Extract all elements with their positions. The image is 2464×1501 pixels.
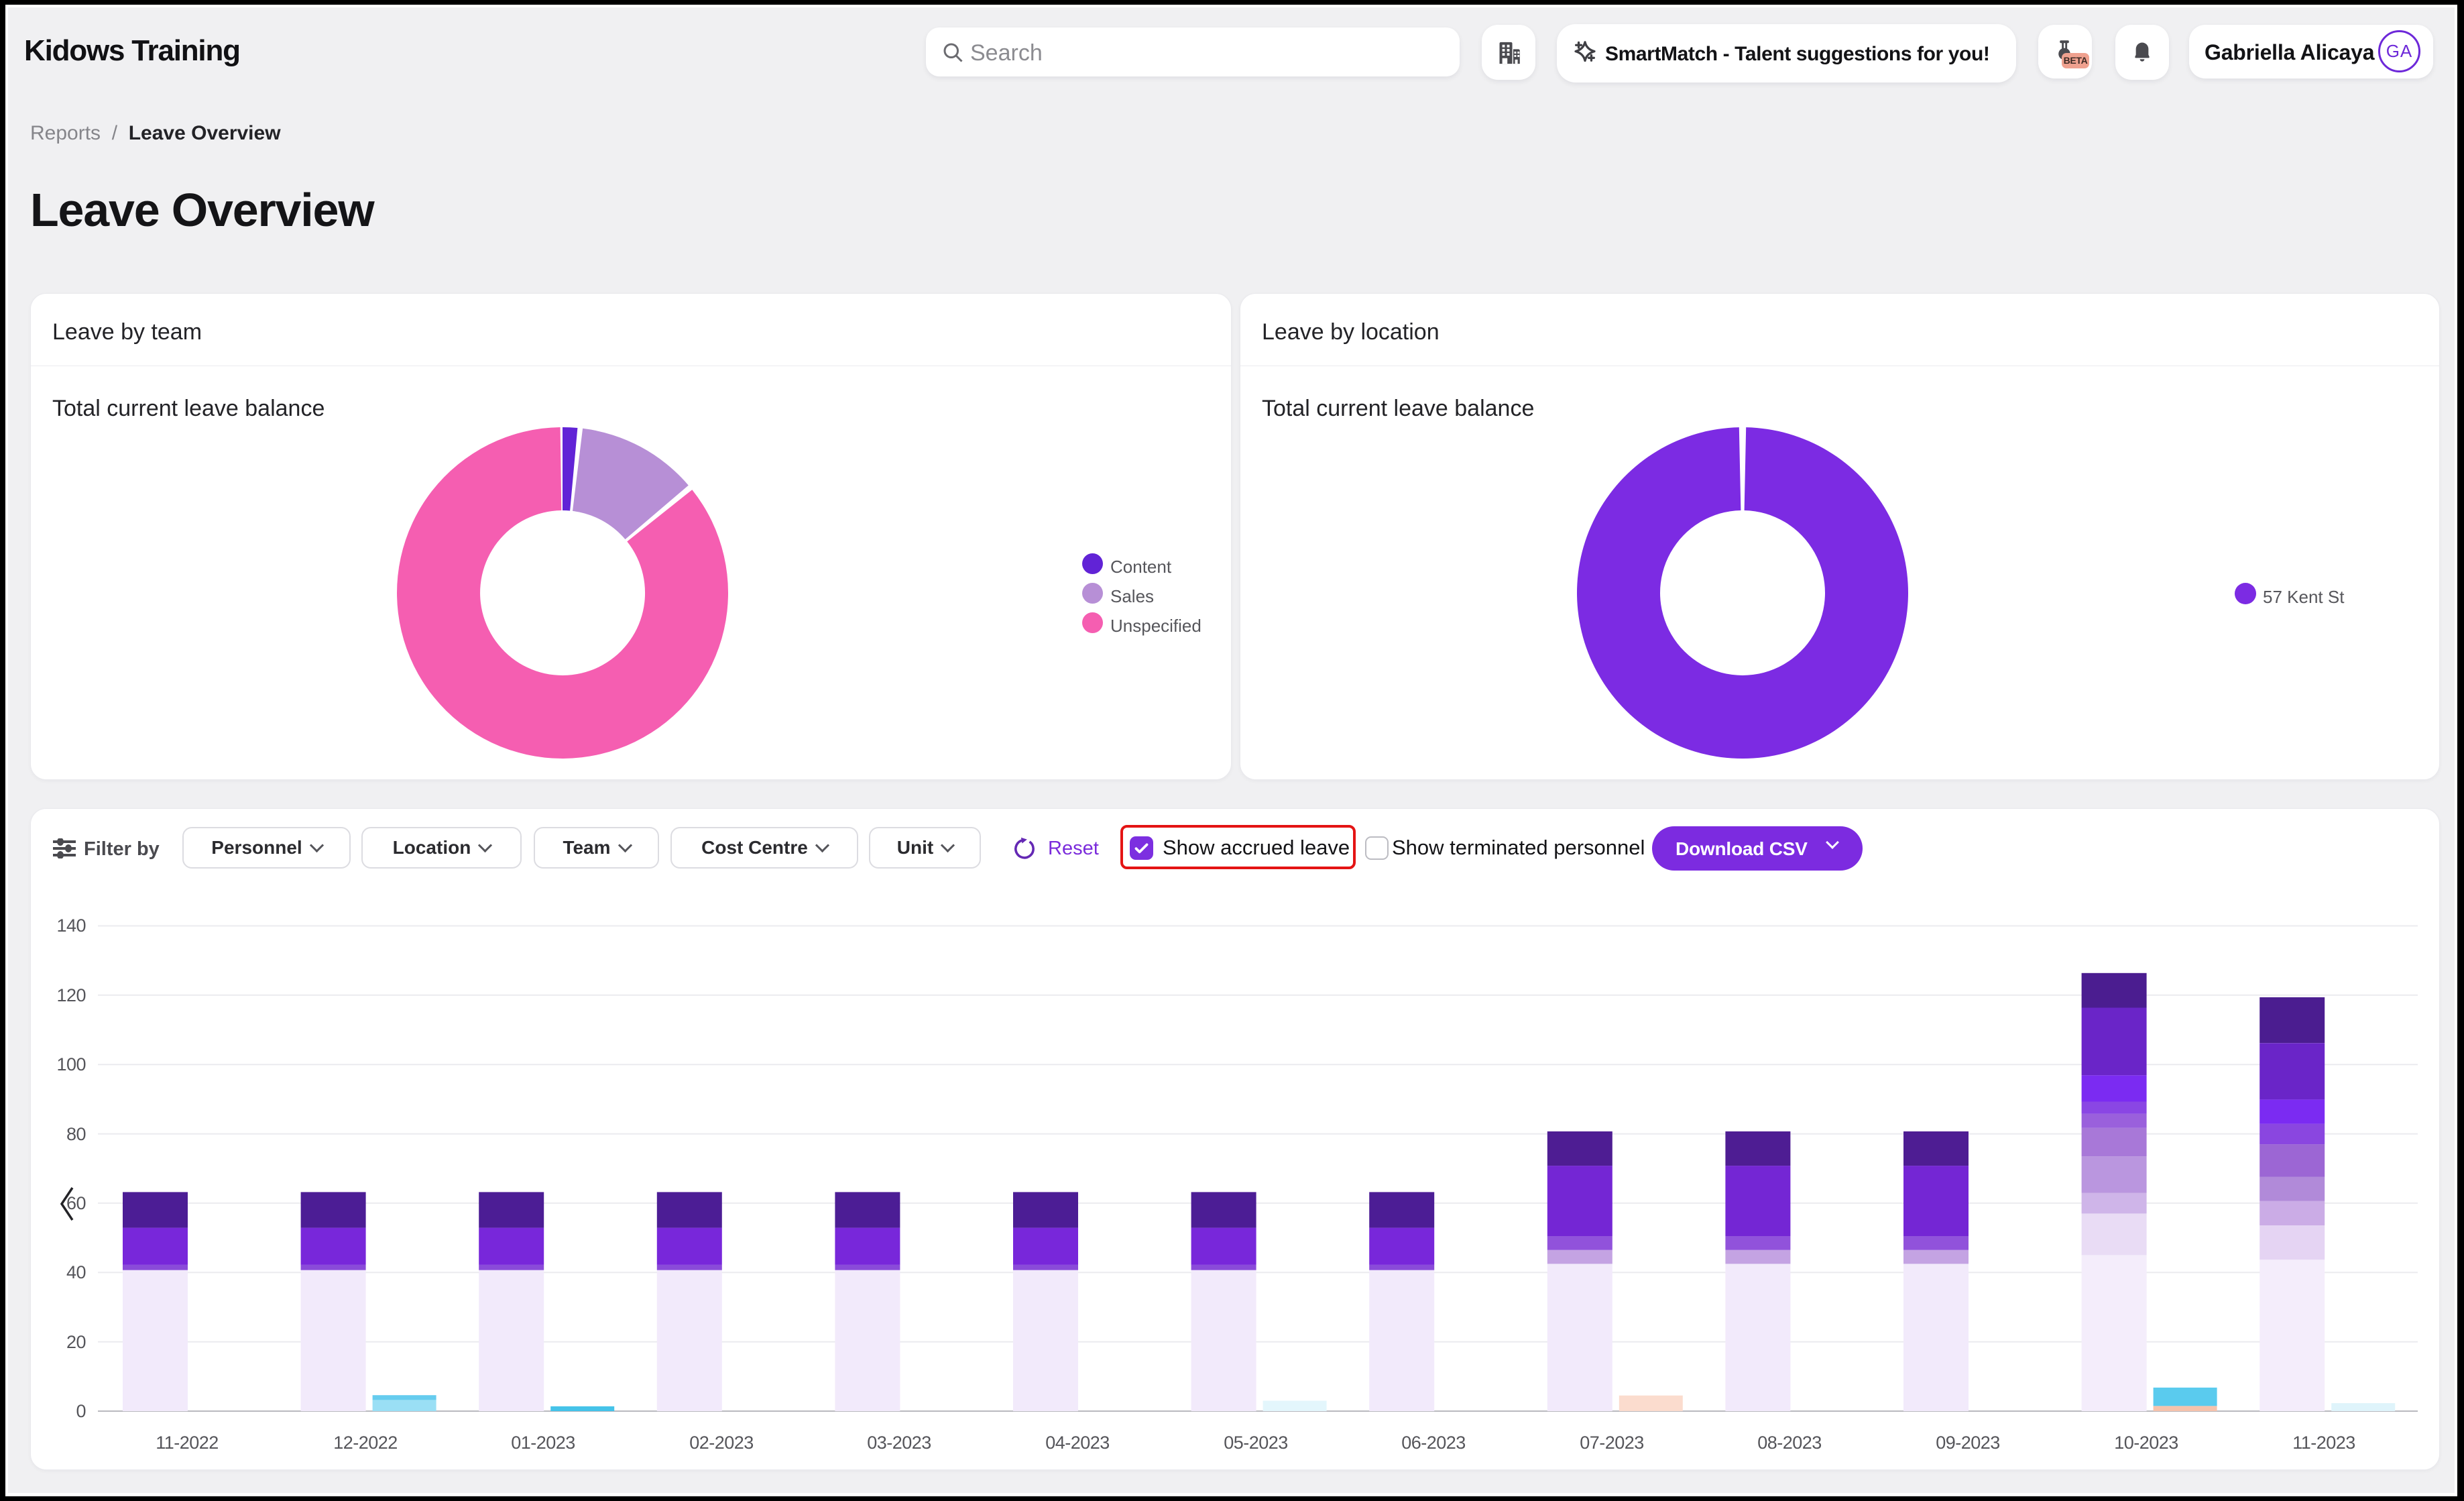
svg-text:140: 140 xyxy=(56,915,86,936)
svg-text:100: 100 xyxy=(56,1054,86,1074)
svg-text:05-2023: 05-2023 xyxy=(1224,1433,1288,1453)
svg-text:01-2023: 01-2023 xyxy=(511,1433,575,1453)
svg-text:08-2023: 08-2023 xyxy=(1757,1433,1822,1453)
svg-text:80: 80 xyxy=(66,1124,86,1144)
svg-text:06-2023: 06-2023 xyxy=(1401,1433,1466,1453)
svg-text:07-2023: 07-2023 xyxy=(1580,1433,1644,1453)
svg-text:04-2023: 04-2023 xyxy=(1045,1433,1110,1453)
svg-text:02-2023: 02-2023 xyxy=(689,1433,754,1453)
svg-text:40: 40 xyxy=(66,1262,86,1282)
svg-text:12-2022: 12-2022 xyxy=(333,1433,398,1453)
svg-text:03-2023: 03-2023 xyxy=(867,1433,931,1453)
svg-text:10-2023: 10-2023 xyxy=(2114,1433,2178,1453)
svg-text:0: 0 xyxy=(76,1401,86,1421)
svg-text:11-2023: 11-2023 xyxy=(2292,1433,2355,1453)
svg-text:120: 120 xyxy=(56,985,86,1005)
svg-text:09-2023: 09-2023 xyxy=(1936,1433,2000,1453)
svg-text:60: 60 xyxy=(66,1193,86,1213)
svg-text:20: 20 xyxy=(66,1332,86,1352)
svg-text:11-2022: 11-2022 xyxy=(156,1433,219,1453)
